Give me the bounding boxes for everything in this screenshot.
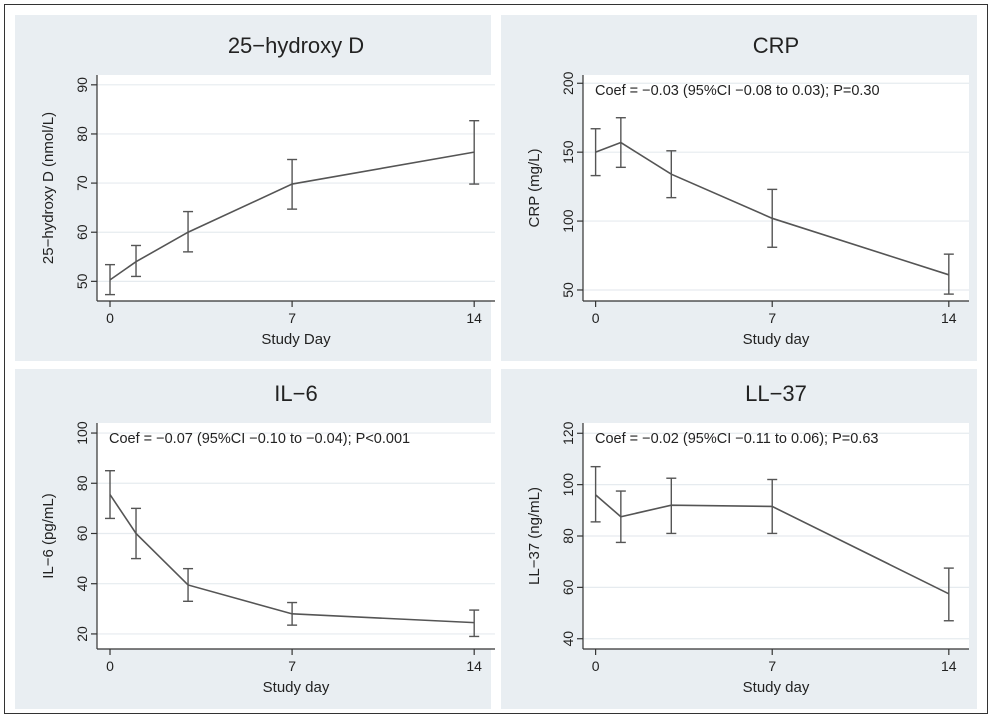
x-tick-label: 7 [768,310,776,326]
y-tick-label: 40 [74,576,90,592]
x-tick-label: 14 [941,310,957,326]
y-tick-label: 40 [560,631,576,647]
coefficient-annotation: Coef = −0.03 (95%CI −0.08 to 0.03); P=0.… [595,83,880,99]
x-tick-label: 14 [941,658,957,674]
plot-area [97,423,495,649]
coefficient-annotation: Coef = −0.07 (95%CI −0.10 to −0.04); P<0… [109,431,410,447]
y-tick-label: 100 [74,421,90,445]
x-tick-label: 0 [106,310,114,326]
y-tick-label: 60 [560,579,576,595]
x-tick-label: 0 [106,658,114,674]
panel-title: 25−hydroxy D [228,33,364,58]
chart-panel-1: 50 60 70 80 90 0 7 14 25−hydroxy D Study Day 25−hy… [15,15,495,361]
y-tick-label: 50 [74,273,90,289]
y-tick-label: 60 [74,525,90,541]
y-tick-label: 80 [560,528,576,544]
y-tick-label: 50 [560,282,576,298]
panel-title: LL−37 [745,381,807,406]
plot-area [97,75,495,301]
chart-panel-2: 50 100 150 200 0 7 14 CRP Study day CRP (mg/L) Coe… [501,15,977,361]
y-tick-label: 100 [560,473,576,497]
y-axis-label: IL−6 (pg/mL) [40,493,57,578]
chart-panel-3: 20 40 60 80 100 0 7 14 IL−6 Study day IL−6 (pg/mL)… [15,369,495,709]
y-tick-label: 120 [560,421,576,445]
y-tick-label: 80 [74,126,90,142]
plot-area [583,75,969,301]
y-tick-label: 80 [74,475,90,491]
y-tick-label: 150 [560,140,576,164]
y-axis-label: LL−37 (ng/mL) [526,487,543,585]
x-axis-label: Study day [263,679,330,696]
y-tick-label: 90 [74,77,90,93]
x-tick-label: 7 [288,310,296,326]
y-tick-label: 100 [560,209,576,233]
x-tick-label: 14 [466,310,482,326]
chart-panel-4: 40 60 80 100 120 0 7 14 LL−37 Study day LL−37 (ng/… [501,369,977,709]
panel-title: IL−6 [274,381,317,406]
x-tick-label: 0 [592,658,600,674]
figure-frame: 50 60 70 80 90 0 7 14 25−hydroxy D Study Day 25−hy… [4,4,988,714]
y-tick-label: 20 [74,626,90,642]
x-tick-label: 7 [288,658,296,674]
x-axis-label: Study day [743,679,810,696]
y-axis-label: CRP (mg/L) [526,149,543,228]
y-axis-label: 25−hydroxy D (nmol/L) [40,112,57,264]
y-tick-label: 70 [74,175,90,191]
x-tick-label: 0 [592,310,600,326]
panel-title: CRP [753,33,799,58]
x-tick-label: 14 [466,658,482,674]
x-axis-label: Study Day [261,331,331,348]
x-tick-label: 7 [768,658,776,674]
y-tick-label: 60 [74,224,90,240]
coefficient-annotation: Coef = −0.02 (95%CI −0.11 to 0.06); P=0.… [595,431,878,447]
y-tick-label: 200 [560,71,576,95]
x-axis-label: Study day [743,331,810,348]
